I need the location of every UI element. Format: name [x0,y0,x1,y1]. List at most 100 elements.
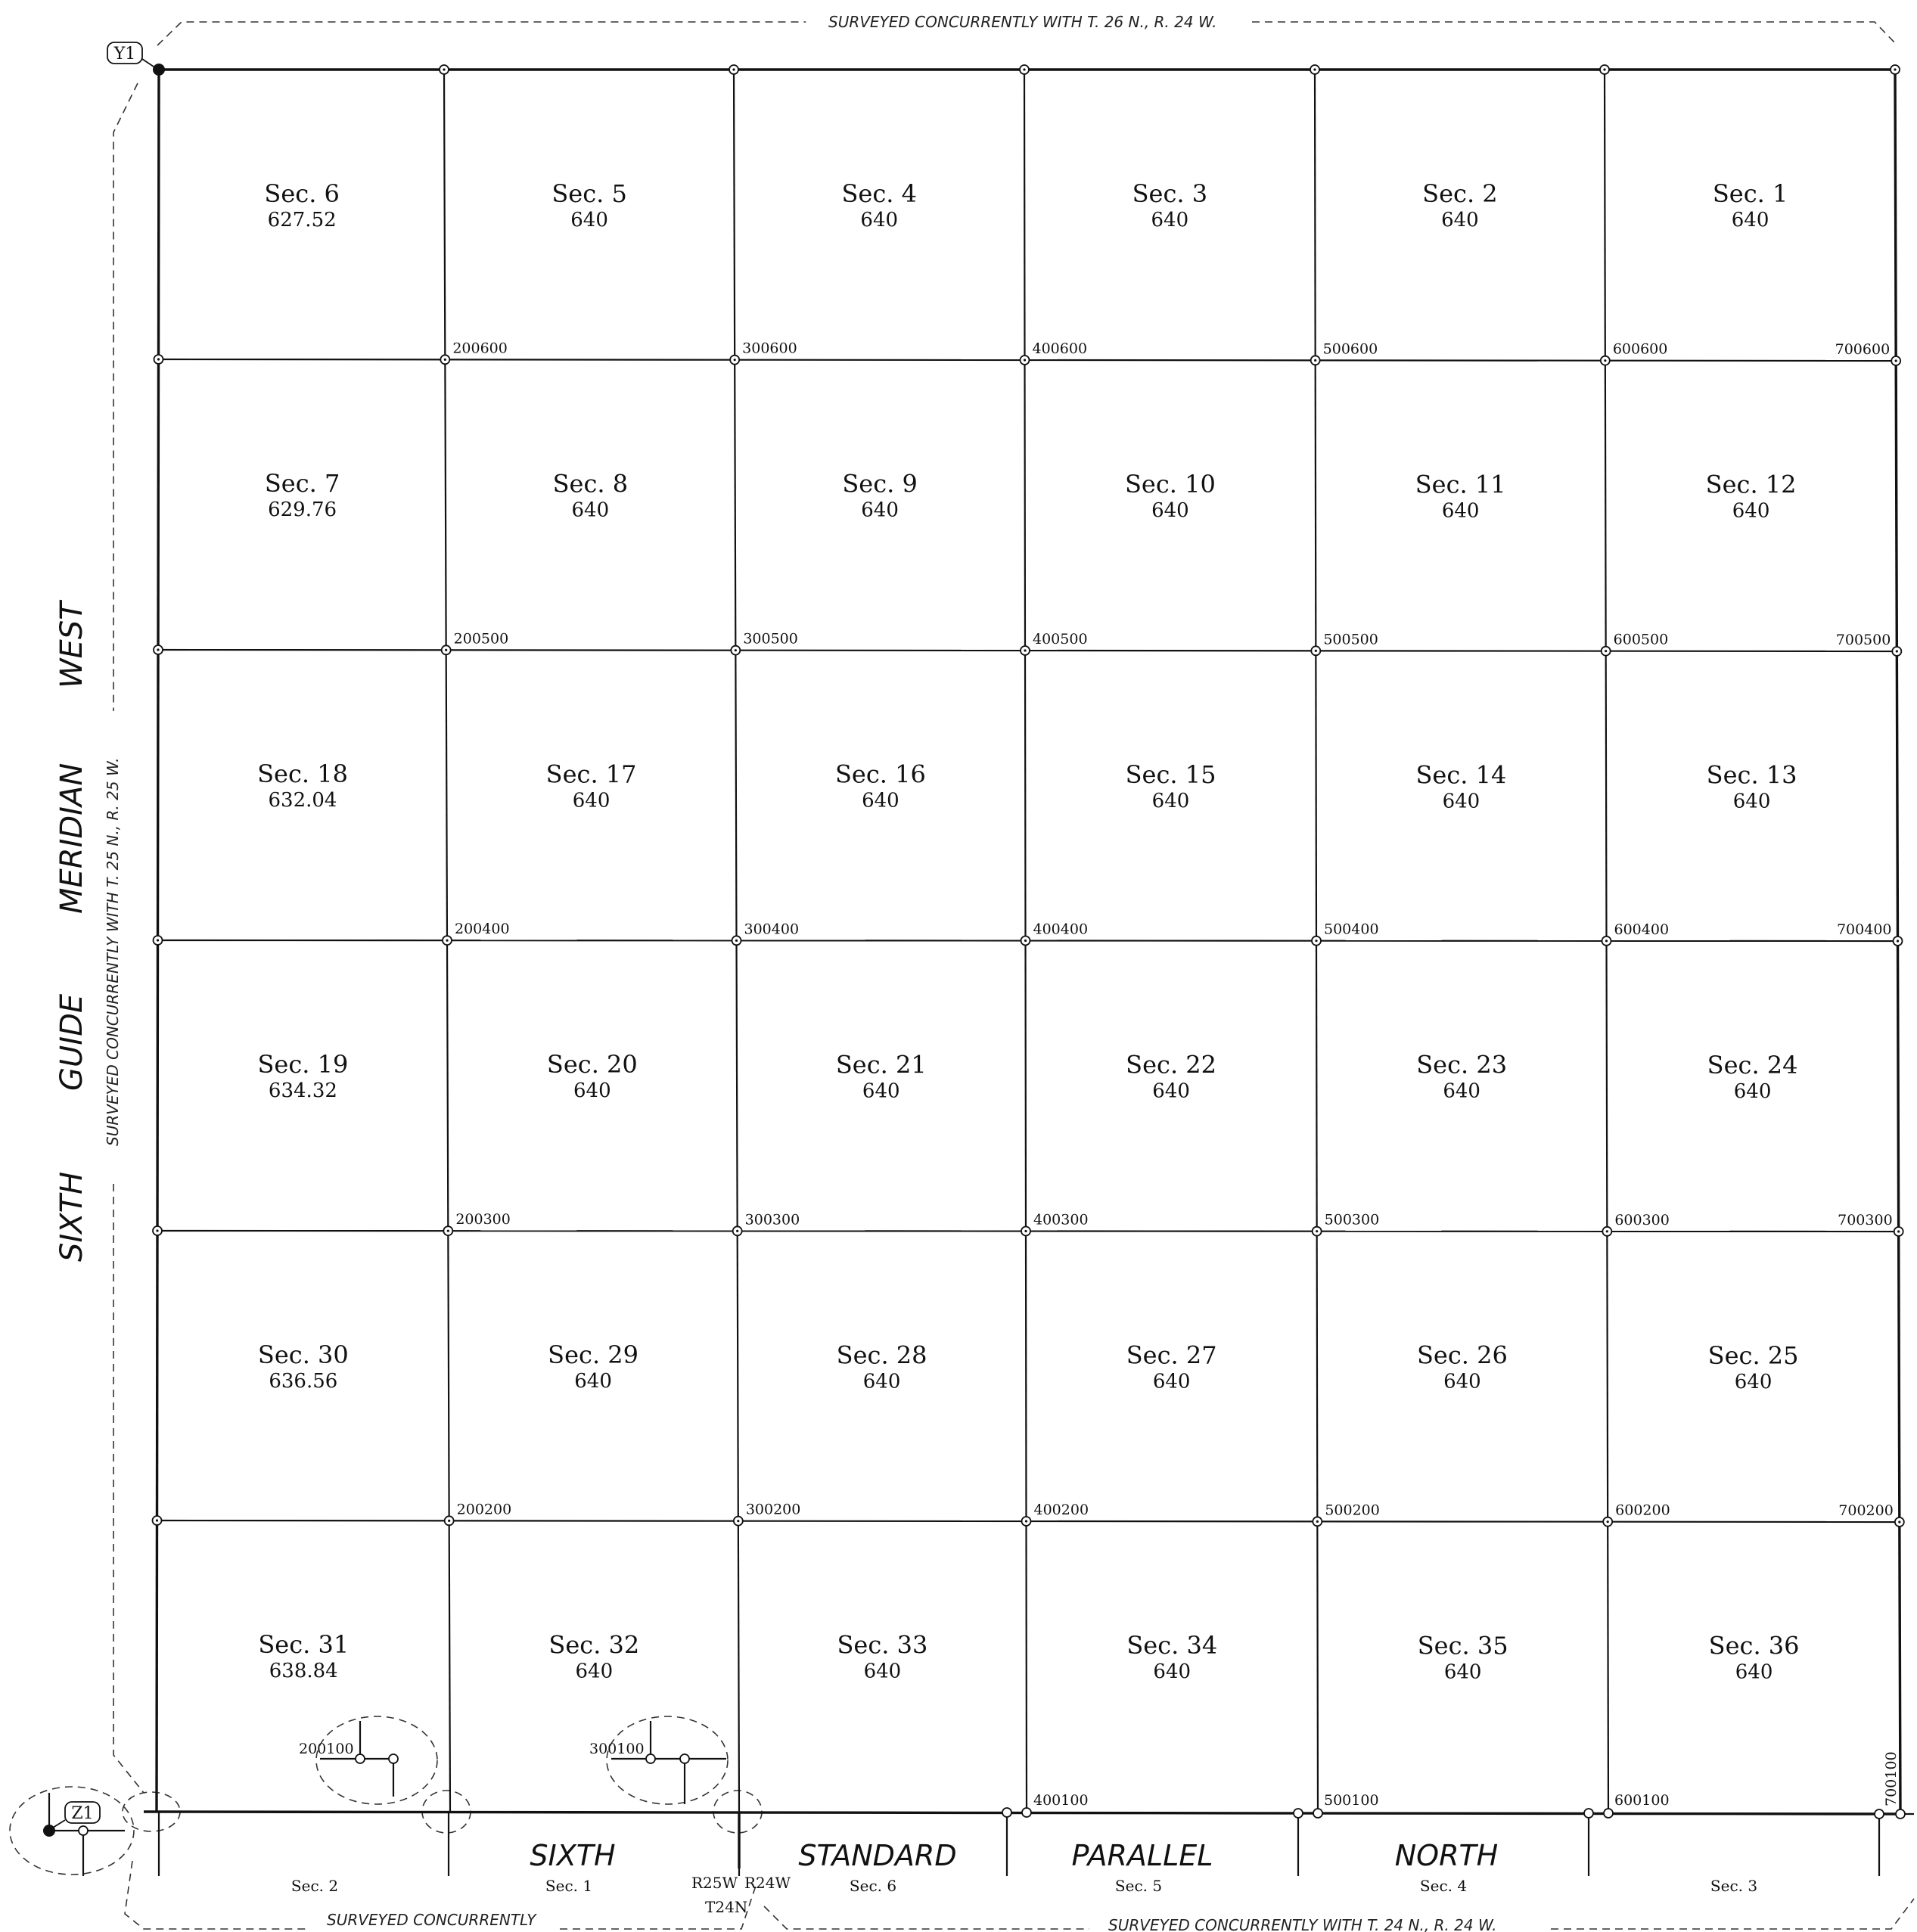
corner-id-label: 200200 [457,1501,512,1517]
monument-center-icon [732,68,735,71]
adjoining-section-6: Sec. 3 [1710,1877,1757,1895]
monument-icon [645,1753,656,1764]
section-acreage: 640 [862,1079,900,1102]
section-label: Sec. 18 [257,759,348,788]
section-acreage: 640 [1732,209,1769,231]
corner-id-label: 700500 [1836,632,1891,648]
section-label: Sec. 35 [1418,1631,1508,1660]
section-label: Sec. 28 [837,1340,927,1369]
parallel-word-standard: STANDARD [798,1839,956,1872]
section-acreage: 640 [1441,209,1479,231]
bottom-left-concurrency-line [124,1860,310,1930]
monument-center-icon [1894,359,1897,362]
left-concurrency-note: SURVEYED CONCURRENTLY WITH T. 25 N., R. … [104,758,122,1146]
section-acreage: 640 [573,1079,611,1102]
monument-center-icon [446,1229,449,1232]
monument-center-icon [1024,649,1027,652]
corner-id-label: 500500 [1323,631,1378,648]
monument-icon [1895,1809,1906,1819]
bottom-right-concurrency-note: SURVEYED CONCURRENTLY WITH T. 24 N., R. … [1108,1916,1496,1932]
section-label: Sec. 20 [547,1050,638,1079]
corner-id-label: 400400 [1033,921,1089,938]
section-label: Sec. 30 [258,1340,349,1369]
corner-tag-y1-label: Y1 [113,45,136,64]
section-acreage: 640 [1735,1371,1773,1393]
corner-id-labels: 200600 300600 400600 500600 600600 700600 2005… [452,340,1893,1519]
monument-center-icon [155,1519,159,1522]
section-acreage: 634.32 [269,1079,337,1102]
section-label: Sec. 17 [546,759,637,788]
section-acreage: 640 [1443,790,1480,812]
section-label: Sec. 29 [548,1340,638,1369]
corner-id-label: 200300 [455,1211,511,1228]
monument-center-icon [1316,1230,1319,1233]
section-label: Sec. 25 [1708,1341,1799,1370]
corner-id-label: 600500 [1614,632,1669,648]
corner-monuments [151,64,1905,1527]
monument-icon [388,1753,399,1764]
section-acreage: 640 [1153,1660,1191,1683]
monument-center-icon [445,648,448,651]
south-parallel [143,1810,1901,1876]
corner-id-label: 200500 [454,630,509,647]
corner-id-label: 300500 [743,631,798,648]
section-label: Sec. 27 [1126,1341,1217,1370]
monument-center-icon [1605,650,1608,653]
monument-center-icon [1605,940,1608,943]
corner-id-label: 300400 [744,921,800,937]
detail-ellipse-300100 [606,1716,729,1805]
bottom-right-concurrency-line [763,1906,1089,1930]
section-label: Sec. 19 [257,1050,348,1079]
section-label: Sec. 22 [1126,1051,1216,1079]
section-label: Sec. 31 [258,1630,349,1659]
corner-tag-z1: Z1 [52,1801,101,1828]
monument-icon [78,1825,89,1836]
corner-id-label: 400300 [1033,1212,1089,1228]
monument-icon [1293,1808,1303,1819]
monument-center-icon [737,1520,740,1523]
monument-center-icon [1024,939,1027,943]
bottom-right-concurrency-line-end [1551,1898,1915,1930]
corner-tag-y1: Y1 [107,42,157,69]
monument-center-icon [1314,649,1317,652]
section-label: Sec. 8 [553,469,628,498]
section-acreage: 640 [574,1370,612,1393]
monument-icon [679,1753,690,1764]
monument-center-icon [1898,1520,1901,1524]
section-label: Sec. 5 [551,179,626,208]
township-label: T24N [705,1898,747,1916]
section-acreage: 640 [1444,1660,1482,1683]
section-acreage: 636.56 [269,1370,337,1393]
parallel-word-sixth: SIXTH [530,1839,615,1872]
adjoining-section-3: Sec. 6 [850,1877,896,1895]
corner-id-label: 600400 [1614,921,1670,938]
monument-icon [1002,1807,1012,1818]
range-label-right: R24W [744,1874,791,1892]
section-label: Sec. 12 [1706,471,1797,499]
corner-id-label: 400600 [1033,340,1088,357]
monument-center-icon [1023,359,1027,362]
section-acreage: 640 [861,499,899,522]
corner-id-label: 600600 [1613,341,1668,358]
section-acreage: 640 [1443,1371,1481,1393]
monument-center-icon [157,358,160,361]
section-label: Sec. 11 [1415,470,1506,499]
parallel-word-north: NORTH [1395,1839,1499,1872]
section-acreage: 640 [860,209,898,231]
section-acreage: 632.04 [269,789,337,812]
top-concurrency-note: SURVEYED CONCURRENTLY WITH T. 26 N., R. … [828,13,1216,31]
monument-center-icon [1894,68,1897,71]
left-concurrency-line-upper [113,82,138,711]
corner-id-label: 700400 [1837,921,1892,938]
corner-id-label: 300600 [742,340,797,357]
monument-center-icon [1604,359,1607,362]
monument-center-icon [443,68,446,71]
section-acreage: 640 [862,790,899,812]
monument-center-icon [446,939,449,942]
monument-center-icon [1896,940,1900,943]
corner-id-200100: 200100 [299,1741,354,1757]
section-label: Sec. 32 [548,1630,639,1659]
corner-id-label: 200400 [455,921,510,937]
section-acreage: 640 [1443,1080,1480,1103]
